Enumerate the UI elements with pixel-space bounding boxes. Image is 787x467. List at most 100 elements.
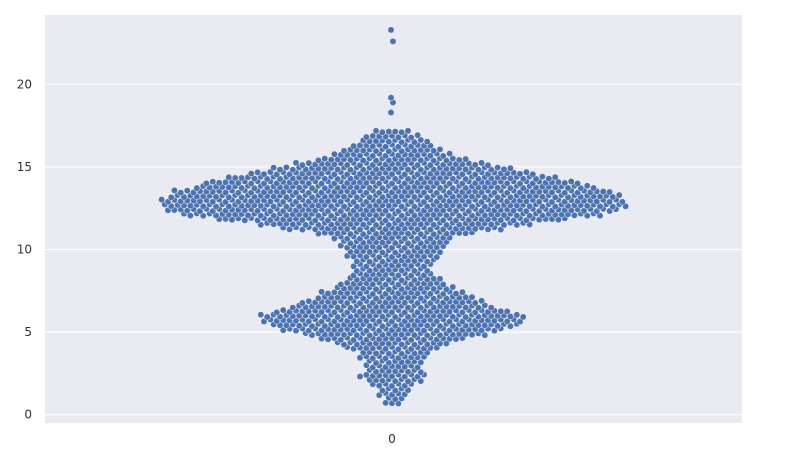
data-point	[478, 297, 486, 305]
data-point	[353, 193, 361, 201]
data-point	[366, 184, 374, 192]
data-point	[426, 152, 434, 160]
data-point	[369, 290, 377, 298]
data-point	[414, 235, 422, 243]
data-point	[414, 363, 422, 371]
data-point	[343, 161, 351, 169]
data-point	[394, 197, 402, 205]
data-point	[372, 285, 380, 293]
data-point	[433, 179, 441, 187]
data-point	[225, 173, 233, 181]
data-point	[366, 322, 374, 330]
data-point	[289, 220, 297, 228]
data-point	[407, 272, 415, 280]
data-point	[238, 184, 246, 192]
data-point	[538, 193, 546, 201]
data-point	[305, 317, 313, 325]
data-point	[167, 193, 175, 201]
data-point	[430, 285, 438, 293]
data-point	[439, 216, 447, 224]
data-point	[494, 164, 502, 172]
data-point	[490, 317, 498, 325]
data-point	[387, 26, 395, 34]
data-point	[503, 189, 511, 197]
data-point	[439, 290, 447, 298]
data-point	[385, 147, 393, 155]
data-point	[378, 387, 386, 394]
data-point	[430, 221, 438, 229]
data-point	[388, 170, 396, 178]
data-point	[458, 288, 466, 296]
data-point	[494, 193, 502, 201]
data-point	[366, 193, 374, 201]
data-point	[279, 198, 287, 206]
data-point	[305, 159, 313, 167]
data-point	[302, 221, 310, 229]
data-point	[430, 147, 438, 155]
data-point	[263, 175, 271, 183]
data-point	[321, 155, 329, 163]
data-point	[516, 180, 524, 188]
data-point	[462, 303, 470, 311]
data-point	[202, 179, 210, 187]
data-point	[212, 193, 220, 201]
data-point	[372, 349, 380, 357]
data-point	[478, 188, 486, 196]
data-point	[401, 170, 409, 178]
data-point	[506, 164, 514, 172]
data-point	[490, 189, 498, 197]
data-point	[350, 188, 358, 196]
data-point	[292, 327, 300, 335]
data-point	[334, 304, 342, 311]
data-point	[378, 184, 386, 192]
data-point	[308, 322, 316, 330]
data-point	[394, 133, 402, 141]
data-point	[375, 391, 383, 399]
data-point	[292, 159, 300, 167]
data-point	[567, 178, 575, 185]
data-point	[170, 186, 178, 194]
data-point	[609, 193, 617, 201]
data-point	[442, 221, 450, 229]
data-point	[471, 225, 479, 233]
data-point	[250, 175, 258, 183]
data-point	[522, 168, 530, 176]
data-point	[337, 198, 345, 206]
data-point	[273, 308, 281, 316]
data-point	[433, 317, 441, 325]
data-point	[382, 216, 390, 224]
data-point	[420, 262, 428, 270]
data-point	[513, 311, 521, 319]
data-point	[510, 216, 518, 224]
data-point	[330, 235, 338, 242]
data-point	[404, 230, 412, 238]
data-point	[356, 354, 364, 362]
data-point	[449, 184, 457, 192]
data-point	[286, 225, 294, 233]
data-point	[359, 295, 367, 302]
data-point	[407, 262, 415, 270]
data-point	[548, 198, 556, 206]
data-point	[183, 207, 191, 215]
data-point	[583, 202, 591, 210]
data-point	[359, 285, 367, 293]
data-point	[385, 212, 393, 220]
data-point	[590, 184, 598, 192]
data-point	[446, 170, 454, 178]
data-point	[391, 249, 399, 257]
data-point	[471, 161, 479, 169]
data-point	[308, 312, 316, 320]
data-point	[250, 184, 258, 192]
data-point	[407, 326, 415, 334]
data-point	[228, 216, 236, 224]
y-tick-label: 0	[24, 408, 32, 422]
data-point	[417, 156, 425, 164]
data-point	[369, 152, 377, 160]
data-point	[580, 207, 588, 215]
data-point	[391, 377, 399, 385]
data-point	[606, 198, 614, 206]
data-point	[298, 226, 306, 234]
data-point	[321, 313, 329, 321]
data-point	[583, 212, 591, 220]
data-point	[394, 207, 402, 215]
